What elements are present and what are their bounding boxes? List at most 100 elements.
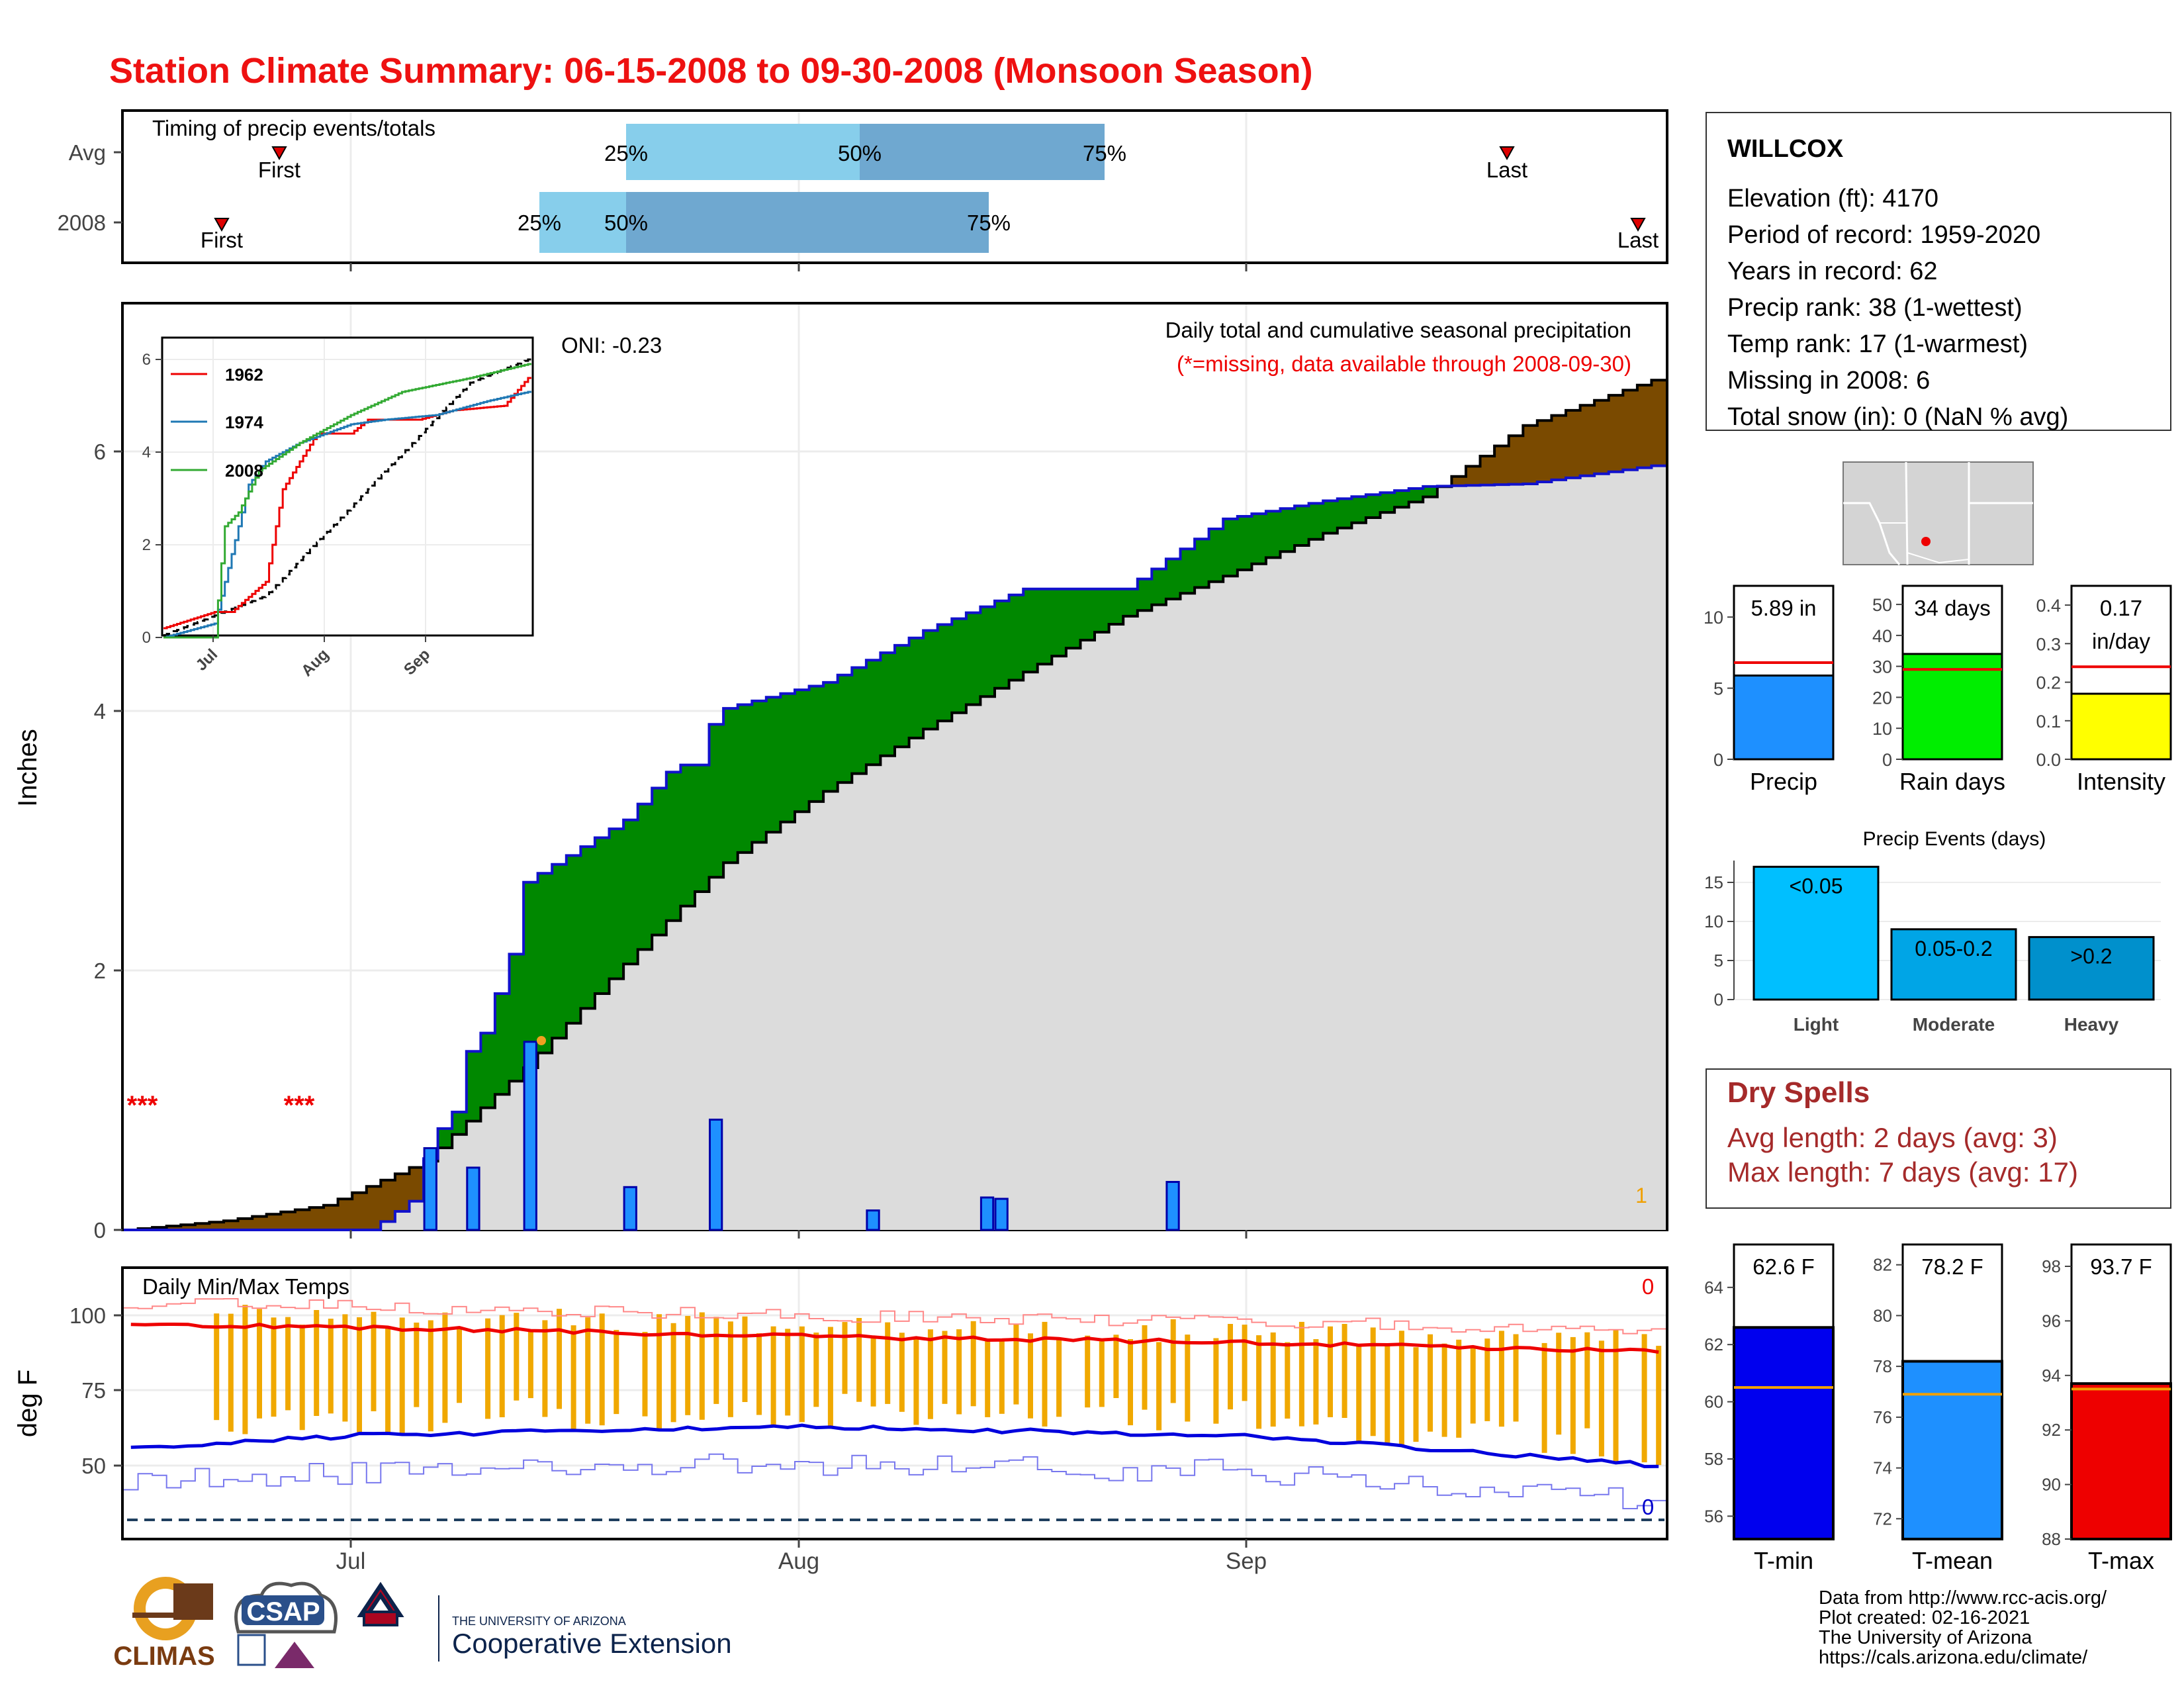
precip-missing-marker-2: *** (284, 1091, 315, 1120)
temp-daily-bar-39 (685, 1315, 691, 1415)
events-ytick-0: 0 (1714, 990, 1723, 1009)
temp-daily-bar-22 (442, 1312, 448, 1423)
mini-value-0: 5.89 in (1751, 596, 1816, 620)
footer-line-created: Plot created: 02-16-2021 (1819, 1607, 2030, 1628)
temp-value-1: 78.2 F (1921, 1254, 1983, 1279)
svg-text:THE UNIVERSITY OF ARIZONA: THE UNIVERSITY OF ARIZONA (452, 1615, 626, 1628)
temp-daily-bar-74 (1185, 1335, 1191, 1422)
temp-ytick-1-5: 82 (1873, 1255, 1892, 1275)
mini-chart-2: 0.0 0.1 0.2 0.3 0.4 0.17 in/day Intensity (2036, 585, 2172, 795)
timing-row-2008: 2008 (58, 211, 106, 235)
precip-missing-note: (*=missing, data available through 2008-… (1177, 352, 1631, 376)
precip-daily-bar-7 (994, 1197, 1009, 1231)
temp-daily-bar-86 (1356, 1346, 1362, 1442)
temp-daily-bar-18 (385, 1328, 391, 1434)
temp-daily-bar-99 (1541, 1342, 1547, 1453)
timing-avg-p50: 50% (838, 141, 882, 165)
mini-ytick-2-1: 0.1 (2036, 712, 2061, 731)
station-line-temp-rank: Temp rank: 17 (1-warmest) (1727, 330, 2028, 358)
precip-daily-bar-1 (466, 1166, 480, 1231)
timing-avg-last: Last (1486, 158, 1527, 182)
temp-daily-bar-21 (428, 1320, 433, 1432)
temp-daily-bars (214, 1305, 1662, 1466)
temp-daily-bar-20 (414, 1323, 420, 1407)
temp-daily-bar-28 (527, 1330, 533, 1399)
mini-ytick-2-2: 0.2 (2036, 673, 2061, 693)
dry-spells-title: Dry Spells (1727, 1076, 1870, 1109)
mini-bar-0 (1733, 675, 1835, 761)
mini-ytick-1-3: 30 (1872, 657, 1892, 677)
temp-ytick-1-2: 76 (1873, 1407, 1892, 1427)
temp-daily-bar-45 (770, 1326, 776, 1425)
mini-ytick-1-2: 20 (1872, 688, 1892, 708)
temp-daily-bar-19 (399, 1317, 405, 1434)
timing-2008-p25: 25% (518, 211, 561, 235)
temp-ytick-0-2: 60 (1704, 1392, 1723, 1412)
temp-daily-bar-55 (913, 1337, 919, 1425)
station-line-elevation: Elevation (ft): 4170 (1727, 185, 1938, 212)
mini-value-1: 34 days (1914, 596, 1991, 620)
events-bar-2 (2028, 936, 2155, 1001)
temp-record-low-line (124, 1453, 1666, 1509)
temp-ytick-1-4: 80 (1873, 1305, 1892, 1325)
temp-daily-bar-51 (856, 1318, 862, 1402)
temp-daily-bar-27 (514, 1313, 520, 1401)
dry-spells-box: Dry Spells Avg length: 2 days (avg: 3) M… (1706, 1068, 2171, 1209)
dry-spells-max: Max length: 7 days (avg: 17) (1727, 1156, 2078, 1188)
temp-ytick-2-1: 90 (2042, 1475, 2061, 1495)
temp-daily-bar-104 (1613, 1329, 1619, 1463)
temp-daily-bar-16 (357, 1317, 362, 1432)
temp-daily-bar-10 (271, 1317, 277, 1417)
temp-ytick-2-0: 88 (2042, 1529, 2061, 1549)
xtick-jul: Jul (336, 1548, 366, 1574)
temp-daily-bar-52 (870, 1336, 876, 1407)
temp-daily-bar-67 (1085, 1335, 1091, 1408)
temp-bar-1 (1901, 1360, 2003, 1540)
events-cat-2: Heavy (2064, 1014, 2119, 1035)
timing-avg-first-marker (271, 146, 287, 161)
mini-ytick-1-0: 0 (1882, 750, 1892, 770)
temp-daily-bar-72 (1156, 1342, 1162, 1430)
precip-missing-marker-1: *** (127, 1091, 158, 1120)
temp-daily-bar-6 (214, 1313, 220, 1421)
events-ytick-2: 10 (1704, 912, 1723, 931)
temp-daily-bar-54 (899, 1333, 905, 1412)
precip-daily-bar-0 (423, 1147, 437, 1231)
temp-ytick-2-2: 92 (2042, 1420, 2061, 1440)
events-ytick-3: 15 (1704, 872, 1723, 892)
temp-daily-bar-12 (299, 1325, 305, 1430)
precip-ytick-2: 2 (94, 959, 106, 983)
csap-logo: CSAP (234, 1581, 338, 1668)
mini-value2-2: in/day (2092, 629, 2151, 653)
temp-daily-bar-14 (328, 1319, 334, 1414)
events-bar-label-2: >0.2 (2070, 945, 2112, 968)
temp-chart-1: 72 74 76 78 80 82 78.2 F T-mean (1873, 1243, 2003, 1574)
temp-daily-bar-13 (314, 1310, 320, 1416)
temp-daily-bar-46 (785, 1329, 791, 1416)
temp-chart-2: 88 90 92 94 96 98 93.7 F T-max (2042, 1243, 2172, 1574)
temp-ytick-0-1: 58 (1704, 1449, 1723, 1469)
temp-daily-bar-82 (1298, 1321, 1304, 1427)
temp-ytick-75: 75 (81, 1378, 106, 1403)
climas-logo: CLIMAS (113, 1577, 215, 1671)
temp-y-label: deg F (13, 1370, 42, 1437)
mini-value-2: 0.17 (2100, 596, 2142, 620)
mini-ytick-0-1: 5 (1713, 679, 1723, 699)
temp-daily-bar-100 (1556, 1333, 1562, 1435)
mini-chart-1: 0 10 20 30 40 50 34 days Rain days (1872, 585, 2005, 795)
timing-2008-first: First (201, 228, 243, 252)
precip-count-label: 1 (1635, 1184, 1647, 1207)
precip-y-axis: 0 2 4 6 (94, 440, 106, 1243)
station-line-years: Years in record: 62 (1727, 258, 1938, 285)
temp-daily-bar-7 (228, 1313, 234, 1432)
temp-daily-bar-57 (942, 1331, 948, 1404)
temp-daily-bar-38 (670, 1323, 676, 1423)
temp-daily-bar-11 (285, 1317, 291, 1411)
temp-daily-bar-9 (257, 1309, 262, 1419)
station-line-snow: Total snow (in): 0 (NaN % avg) (1727, 403, 2068, 431)
temp-daily-bar-23 (457, 1329, 462, 1403)
timing-avg-p25: 25% (604, 141, 648, 165)
footer-text: Data from http://www.rcc-acis.org/ Plot … (1819, 1587, 2107, 1668)
precip-daily-bar-6 (979, 1196, 995, 1231)
events-bar-1 (1890, 928, 2017, 1001)
